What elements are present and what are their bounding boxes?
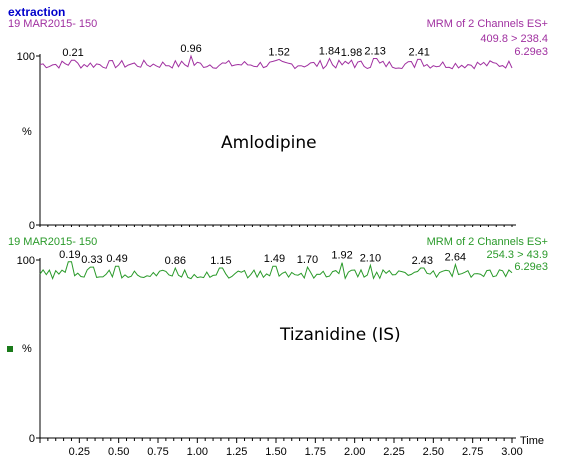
peak-label: 1.92	[331, 250, 352, 262]
x-tick-label: 0.25	[69, 446, 90, 458]
figure-title: extraction	[8, 5, 65, 19]
mrm-transition: 254.3 > 43.9	[487, 249, 548, 261]
x-tick-label: 1.75	[305, 446, 326, 458]
intensity-scale: 6.29e3	[514, 261, 548, 273]
peak-label: 0.33	[81, 254, 102, 266]
y-tick-label: 100	[17, 51, 35, 63]
scan-function-label: MRM of 2 Channels ES+	[427, 236, 548, 248]
x-axis-label: Time	[520, 435, 544, 447]
peak-label: 0.19	[59, 249, 80, 261]
peak-label: 2.10	[360, 252, 381, 264]
peak-label: 2.41	[408, 46, 429, 58]
x-tick-label: 2.00	[344, 446, 365, 458]
compound-name: Tizanidine (IS)	[279, 325, 401, 345]
scan-function-label: MRM of 2 Channels ES+	[427, 18, 548, 30]
y-tick-label: 0	[29, 220, 35, 232]
chromatogram-trace	[39, 261, 513, 280]
compound-name: Amlodipine	[221, 133, 317, 153]
x-tick-label: 0.50	[108, 446, 129, 458]
peak-label: 0.86	[165, 255, 186, 267]
peak-label: 0.21	[62, 47, 83, 59]
x-tick-label: 2.25	[383, 446, 404, 458]
acquisition-date: 19 MAR2015- 150	[8, 236, 97, 248]
peak-label: 1.15	[210, 255, 231, 267]
chromatogram-trace	[39, 54, 513, 70]
amlodipine-panel: 19 MAR2015- 150 MRM of 2 Channels ES+ 409.…	[8, 18, 548, 232]
peak-label: 1.98	[341, 47, 362, 59]
mrm-transition: 409.8 > 238.4	[480, 33, 548, 45]
acquisition-date: 19 MAR2015- 150	[8, 18, 97, 30]
peak-label: 1.52	[268, 46, 289, 58]
peak-label: 0.49	[106, 253, 127, 265]
y-tick-label: 0	[29, 433, 35, 445]
x-tick-label: 1.25	[226, 446, 247, 458]
peak-label: 1.70	[297, 254, 318, 266]
x-tick-label: 1.50	[265, 446, 286, 458]
peak-label: 2.43	[412, 255, 433, 267]
peak-label: 2.13	[364, 46, 385, 58]
x-tick-label: 0.75	[147, 446, 168, 458]
selected-trace-marker	[7, 346, 13, 352]
peak-label: 1.84	[319, 46, 340, 58]
peak-label: 0.96	[180, 43, 201, 55]
y-axis-label: %	[22, 126, 32, 138]
tizanidine-panel: 19 MAR2015- 150 MRM of 2 Channels ES+254.…	[8, 236, 548, 458]
y-axis-label: %	[22, 343, 32, 355]
x-tick-label: 3.00	[501, 446, 522, 458]
peak-label: 1.49	[264, 253, 285, 265]
x-tick-label: 1.00	[187, 446, 208, 458]
x-tick-label: 2.75	[462, 446, 483, 458]
y-tick-label: 100	[17, 255, 35, 267]
peak-label: 2.64	[445, 251, 466, 263]
intensity-scale: 6.29e3	[514, 46, 548, 58]
x-tick-label: 2.50	[423, 446, 444, 458]
